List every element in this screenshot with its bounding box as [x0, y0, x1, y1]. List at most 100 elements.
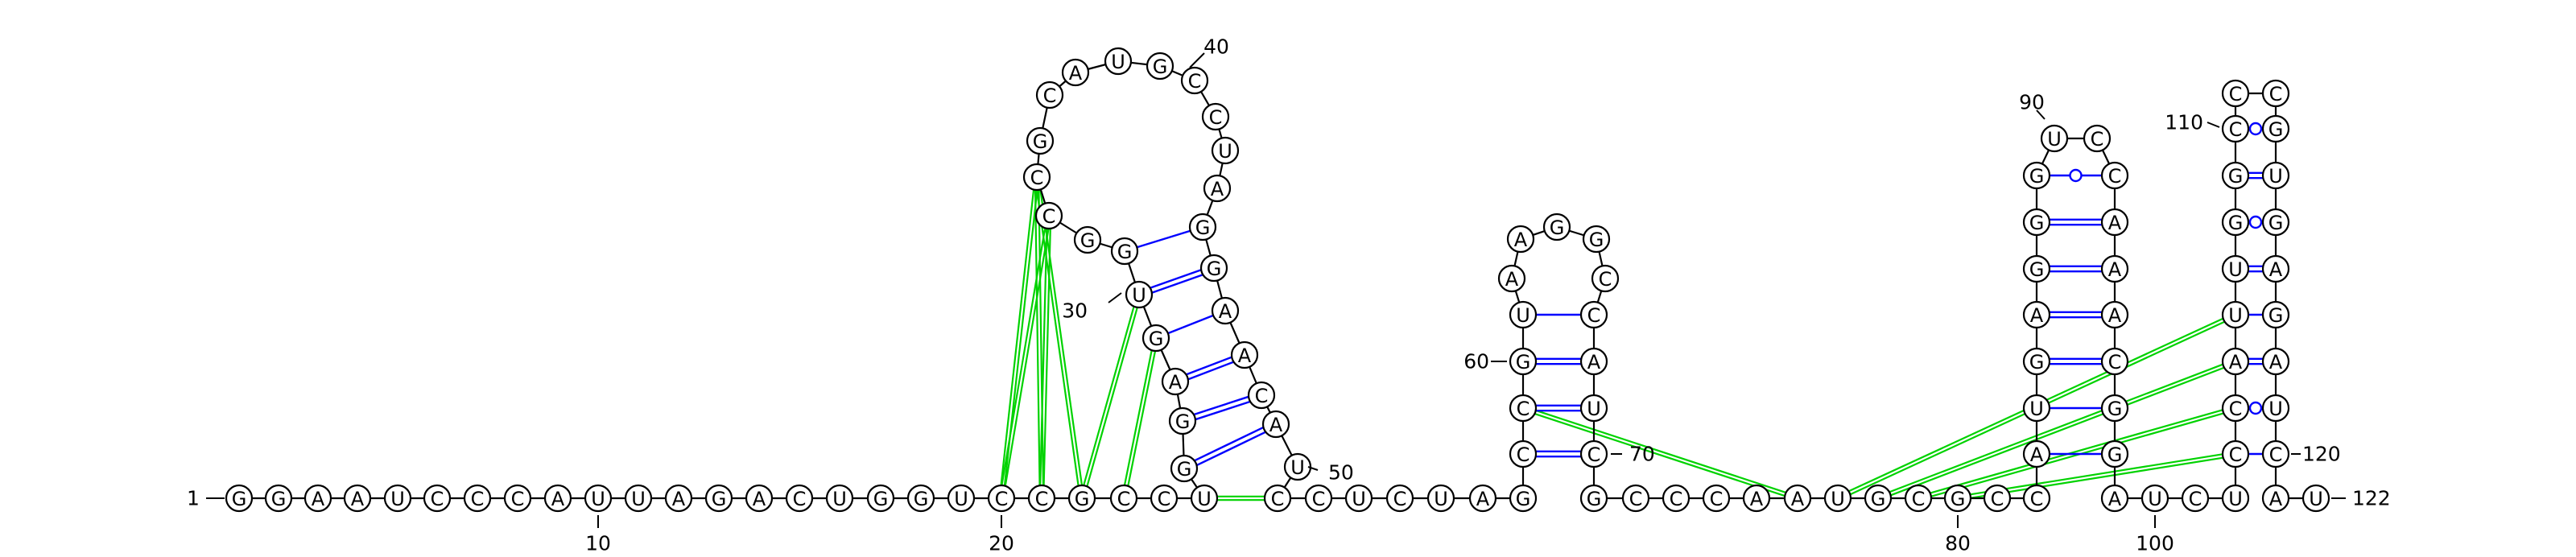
position-number-label: 30 [1062, 299, 1088, 323]
position-number-label: 122 [2352, 487, 2391, 510]
pseudoknot-line [1038, 189, 1045, 485]
pseudoknot-line [1127, 350, 1157, 486]
nucleotide-letter: C [1209, 106, 1223, 129]
nucleotide: C [785, 484, 814, 513]
nucleotide-letter: A [1791, 488, 1805, 510]
nucleotide-circle [1579, 347, 1608, 376]
base-pair-line [1151, 274, 1203, 294]
nucleotide-circle [1230, 340, 1259, 369]
base-pair-line [1195, 400, 1251, 421]
nucleotide-letter: A [672, 488, 686, 510]
nucleotide-letter: G [2268, 212, 2284, 234]
nucleotide-circle [2100, 300, 2129, 329]
nucleotide-circle [947, 484, 976, 513]
nucleotide-circle [1027, 484, 1056, 513]
nucleotide-circle [1061, 58, 1090, 87]
nucleotide: G [1582, 225, 1611, 254]
nucleotide-circle [1199, 254, 1228, 283]
nucleotide-letter: C [2189, 488, 2202, 510]
nucleotide-letter: G [1177, 458, 1192, 481]
nucleotide: U [1283, 452, 1312, 481]
nucleotide-letter: G [914, 488, 929, 510]
nucleotide-letter: G [1117, 241, 1133, 263]
nucleotide: G [1073, 225, 1102, 254]
nucleotide-letter: A [2269, 258, 2283, 281]
nucleotide-letter: C [1670, 488, 1683, 510]
nucleotide-circle [2261, 161, 2290, 190]
nucleotide-letter: A [1169, 371, 1183, 394]
pseudoknot-line [1086, 307, 1138, 487]
nucleotide-letter: C [1035, 488, 1049, 510]
nucleotide: A [1061, 58, 1090, 87]
nucleotide-circle [1034, 201, 1063, 230]
nucleotide-circle [2261, 484, 2290, 513]
nucleotide: G [1943, 484, 1972, 513]
nucleotide-circle [825, 484, 854, 513]
pseudoknot-line [1039, 228, 1048, 485]
nucleotide-circle [2022, 484, 2051, 513]
nucleotide-letter: C [1991, 488, 2004, 510]
nucleotide-letter: G [1153, 56, 1168, 78]
nucleotide-circle [704, 484, 733, 513]
nucleotide-letter: C [2229, 118, 2243, 141]
nucleotide-circle [1509, 300, 1538, 329]
nucleotide: G [2022, 254, 2051, 283]
nucleotide-letter: U [1218, 140, 1232, 163]
nucleotide: G [866, 484, 895, 513]
nucleotide-circle [1110, 237, 1139, 266]
nucleotide-circle [1211, 296, 1240, 325]
nucleotide-circle [2261, 300, 2290, 329]
nucleotide: A [2100, 484, 2129, 513]
nucleotide: C [1109, 484, 1138, 513]
nucleotide: A [1211, 296, 1240, 325]
nucleotide: C [1662, 484, 1690, 513]
nucleotide-circle [2221, 161, 2250, 190]
nucleotide-circle [2221, 347, 2250, 376]
nucleotide-letter: C [2229, 444, 2243, 466]
nucleotide-letter: C [2229, 398, 2243, 420]
nucleotide-circle [987, 484, 1016, 513]
nucleotide-circle [2083, 124, 2112, 153]
nucleotide: U [2221, 484, 2250, 513]
nucleotide-circle [664, 484, 693, 513]
nucleotide-circle [2022, 161, 2051, 190]
nucleotide: C [1022, 163, 1051, 192]
nucleotide-letter: U [2228, 258, 2243, 281]
nucleotide: C [1702, 484, 1731, 513]
nucleotide: A [2022, 439, 2051, 468]
nucleotide-circle [1509, 484, 1538, 513]
nucleotide-letter: A [1211, 178, 1224, 200]
nucleotide-letter: A [2269, 488, 2283, 510]
nucleotide: U [1344, 484, 1373, 513]
nucleotide-letter: C [1393, 488, 1407, 510]
nucleotide-letter: U [1434, 488, 1448, 510]
nucleotide: G [2261, 114, 2290, 143]
nucleotide-letter: U [1516, 304, 1530, 327]
nucleotide: G [2221, 208, 2250, 237]
base-pair-line [1186, 356, 1232, 376]
nucleotide: A [2022, 300, 2051, 329]
base-pair-line [1187, 361, 1234, 381]
base-pair-line [1194, 426, 1264, 462]
nucleotide-letter: G [712, 488, 727, 510]
nucleotide: A [1261, 410, 1290, 439]
nucleotide-circle [2100, 254, 2129, 283]
nucleotide-circle [2022, 394, 2051, 423]
pseudoknot-line [1890, 366, 2225, 497]
nucleotide: G [1026, 126, 1055, 155]
nucleotide: A [1579, 347, 1608, 376]
nucleotide: A [2261, 254, 2290, 283]
nucleotide-letter: C [1271, 488, 1285, 510]
position-number-label: 20 [989, 532, 1014, 555]
nucleotide-letter: A [2229, 351, 2243, 373]
nucleotide-circle [2221, 300, 2250, 329]
position-number-label: 80 [1945, 532, 1971, 555]
nucleotide: C [2181, 484, 2210, 513]
nucleotide-letter: C [1042, 205, 1056, 228]
nucleotide-letter: G [1516, 351, 1531, 373]
pseudoknot-line [1970, 456, 2223, 499]
nucleotide-letter: U [1197, 488, 1212, 510]
nucleotide-letter: A [2108, 212, 2122, 234]
nucleotide-letter: G [1175, 411, 1191, 433]
nucleotide-letter: A [312, 488, 325, 510]
